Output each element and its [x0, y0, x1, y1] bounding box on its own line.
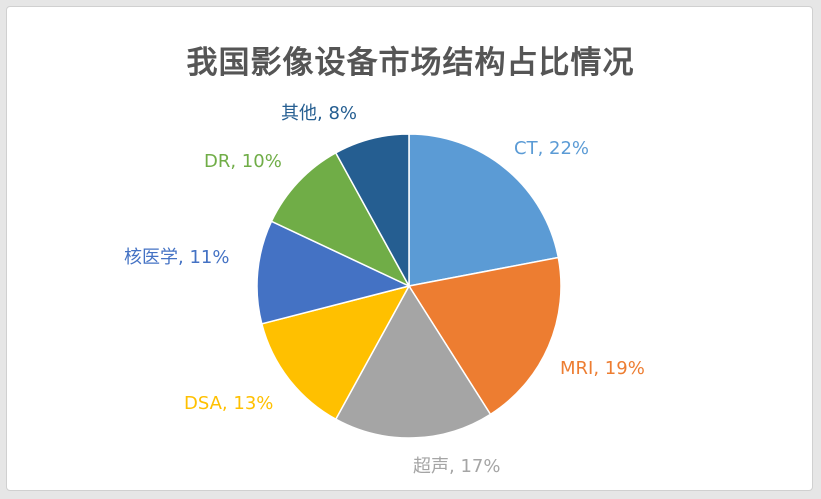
pie-slice-1	[407, 256, 562, 416]
pie-slice-2	[334, 284, 492, 439]
data-label-dsa: DSA, 13%	[184, 393, 274, 414]
pie-slice-6	[334, 133, 410, 287]
data-label-other: 其他, 8%	[281, 103, 357, 124]
data-label-ct: CT, 22%	[514, 138, 590, 159]
pie-slice-0	[408, 133, 560, 287]
pie-slice-5	[270, 151, 411, 288]
data-label-mri: MRI, 19%	[560, 358, 645, 379]
pie-slice-3	[260, 284, 411, 421]
data-label-nuclear-medicine: 核医学, 11%	[124, 247, 230, 268]
pie-slice-4	[256, 220, 412, 325]
chart-title: 我国影像设备市场结构占比情况	[186, 45, 635, 81]
data-label-dr: DR, 10%	[204, 151, 282, 172]
data-label-ultrasound: 超声, 17%	[413, 456, 501, 477]
